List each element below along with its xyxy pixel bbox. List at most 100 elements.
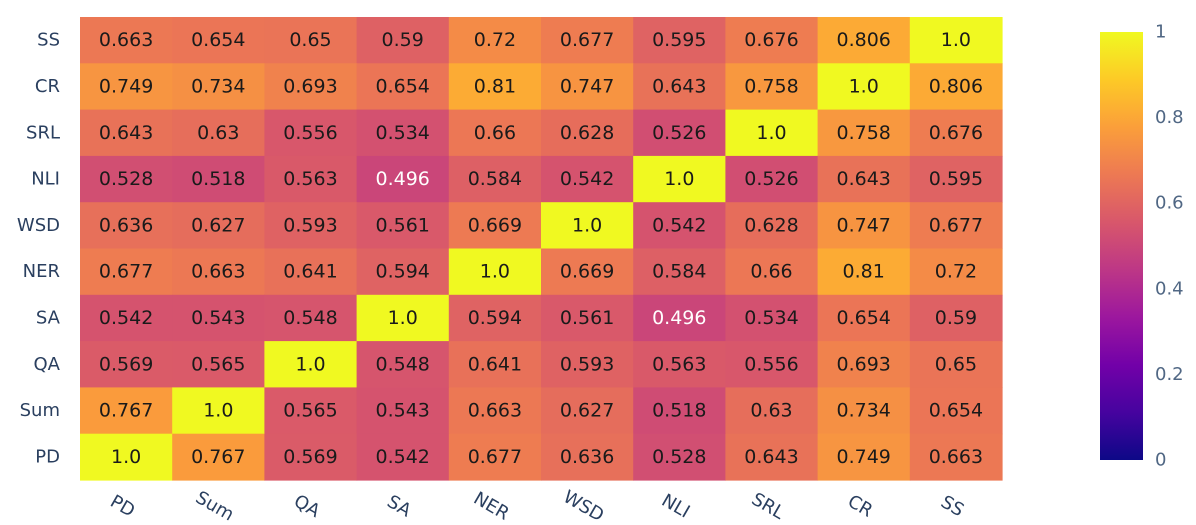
cell-value-label: 0.758 (836, 122, 890, 144)
cell-value-label: 0.636 (99, 214, 153, 236)
cell-value-label: 0.693 (283, 75, 337, 97)
heatmap-cell (725, 248, 819, 296)
cell-value-label: 0.749 (99, 75, 153, 97)
cell-value-label: 0.628 (560, 122, 614, 144)
heatmap-cell (909, 387, 1003, 435)
cell-value-label: 0.676 (744, 29, 798, 51)
heatmap-cell (448, 433, 542, 481)
cell-value-label: 0.569 (99, 353, 153, 375)
cell-value-label: 0.548 (283, 307, 337, 329)
heatmap-cell (80, 202, 173, 250)
colorbar-gradient (1100, 32, 1143, 460)
cell-value-label: 0.72 (474, 29, 516, 51)
heatmap-cell (909, 17, 1003, 64)
heatmap-cell (356, 63, 450, 111)
heatmap-cell (448, 202, 542, 250)
heatmap-cell (541, 155, 634, 203)
cell-value-label: 0.669 (560, 261, 614, 283)
y-tick-label: NLI (31, 169, 60, 190)
cell-value-label: 0.593 (283, 214, 337, 236)
colorbar-tick-label: 1 (1155, 22, 1166, 43)
heatmap-cell (633, 387, 726, 435)
cell-value-label: 0.663 (99, 29, 153, 51)
cell-value-label: 0.584 (652, 261, 706, 283)
colorbar-tick-label: 0.2 (1155, 364, 1184, 385)
heatmap-cell (817, 387, 911, 435)
cell-value-label: 1.0 (480, 261, 510, 283)
cell-value-label: 0.65 (289, 29, 331, 51)
cell-value-label: 0.72 (935, 261, 977, 283)
cell-value-label: 0.643 (836, 168, 890, 190)
cell-value-label: 0.643 (99, 122, 153, 144)
cell-value-label: 0.63 (750, 400, 792, 422)
heatmap-cell (633, 294, 726, 342)
heatmap-cell (80, 63, 173, 111)
heatmap-cell (448, 341, 542, 388)
heatmap-cell (541, 248, 634, 296)
cell-value-label: 0.66 (750, 261, 792, 283)
colorbar-ticks: 0 0.2 0.4 0.6 0.8 1 (1155, 22, 1184, 471)
x-tick-label: NER (470, 488, 513, 525)
cell-value-label: 0.496 (375, 168, 429, 190)
cell-value-label: 0.561 (560, 307, 614, 329)
heatmap-cell (817, 433, 911, 481)
cell-value-label: 0.767 (99, 400, 153, 422)
heatmap-cell (817, 202, 911, 250)
heatmap-cell (448, 387, 542, 435)
cell-value-label: 0.496 (652, 307, 706, 329)
cell-value-label: 0.542 (560, 168, 614, 190)
cell-value-label: 0.534 (375, 122, 429, 144)
y-tick-label: PD (35, 446, 60, 467)
heatmap-cell (356, 294, 450, 342)
y-tick-label: CR (35, 76, 60, 97)
cell-value-label: 0.677 (99, 261, 153, 283)
y-tick-label: SA (36, 307, 61, 328)
heatmap-cell (448, 17, 542, 64)
heatmap-cell (541, 387, 634, 435)
cell-value-label: 0.528 (99, 168, 153, 190)
cell-value-label: 0.528 (652, 446, 706, 468)
heatmap-cell (448, 155, 542, 203)
heatmap-cell (264, 433, 358, 481)
heatmap-cell (633, 155, 726, 203)
y-tick-label: Sum (20, 400, 60, 421)
cell-value-label: 0.663 (191, 261, 245, 283)
cell-value-label: 0.526 (744, 168, 798, 190)
cell-value-label: 1.0 (664, 168, 694, 190)
heatmap-cell (909, 202, 1003, 250)
heatmap-cell (725, 109, 819, 157)
colorbar (1100, 32, 1143, 460)
heatmap-cell (172, 341, 265, 388)
heatmap-cell (172, 433, 265, 481)
heatmap-cell (817, 17, 911, 64)
y-axis: SS CR SRL NLI WSD NER SA QA Sum PD (17, 30, 61, 468)
cell-value-label: 0.641 (283, 261, 337, 283)
cell-value-label: 0.534 (744, 307, 798, 329)
heatmap-cell (80, 17, 173, 64)
heatmap-cell (909, 155, 1003, 203)
heatmap-cell (909, 433, 1003, 481)
cell-value-label: 0.643 (652, 75, 706, 97)
cell-value-label: 0.654 (191, 29, 245, 51)
x-tick-label: WSD (560, 486, 608, 525)
heatmap-cell (264, 155, 358, 203)
y-tick-label: SRL (26, 122, 60, 143)
heatmap-cell (817, 294, 911, 342)
cell-value-label: 0.676 (929, 122, 983, 144)
heatmap-cell (909, 63, 1003, 111)
cell-value-label: 0.643 (744, 446, 798, 468)
heatmap-cell (909, 109, 1003, 157)
heatmap-cell (356, 202, 450, 250)
cell-value-label: 1.0 (111, 446, 141, 468)
cell-value-label: 0.565 (191, 353, 245, 375)
heatmap-cell (264, 202, 358, 250)
heatmap-cell (633, 63, 726, 111)
heatmap-cell-labels: 0.663 0.654 0.65 0.59 0.72 0.677 0.595 0.676 0.8… (99, 29, 983, 468)
cell-value-label: 1.0 (203, 400, 233, 422)
cell-value-label: 0.543 (375, 400, 429, 422)
x-axis: PD Sum QA SA NER WSD NLI SRL CR SS (106, 486, 967, 525)
cell-value-label: 0.556 (283, 122, 337, 144)
cell-value-label: 0.66 (474, 122, 516, 144)
cell-value-label: 0.518 (191, 168, 245, 190)
heatmap-cell (356, 387, 450, 435)
